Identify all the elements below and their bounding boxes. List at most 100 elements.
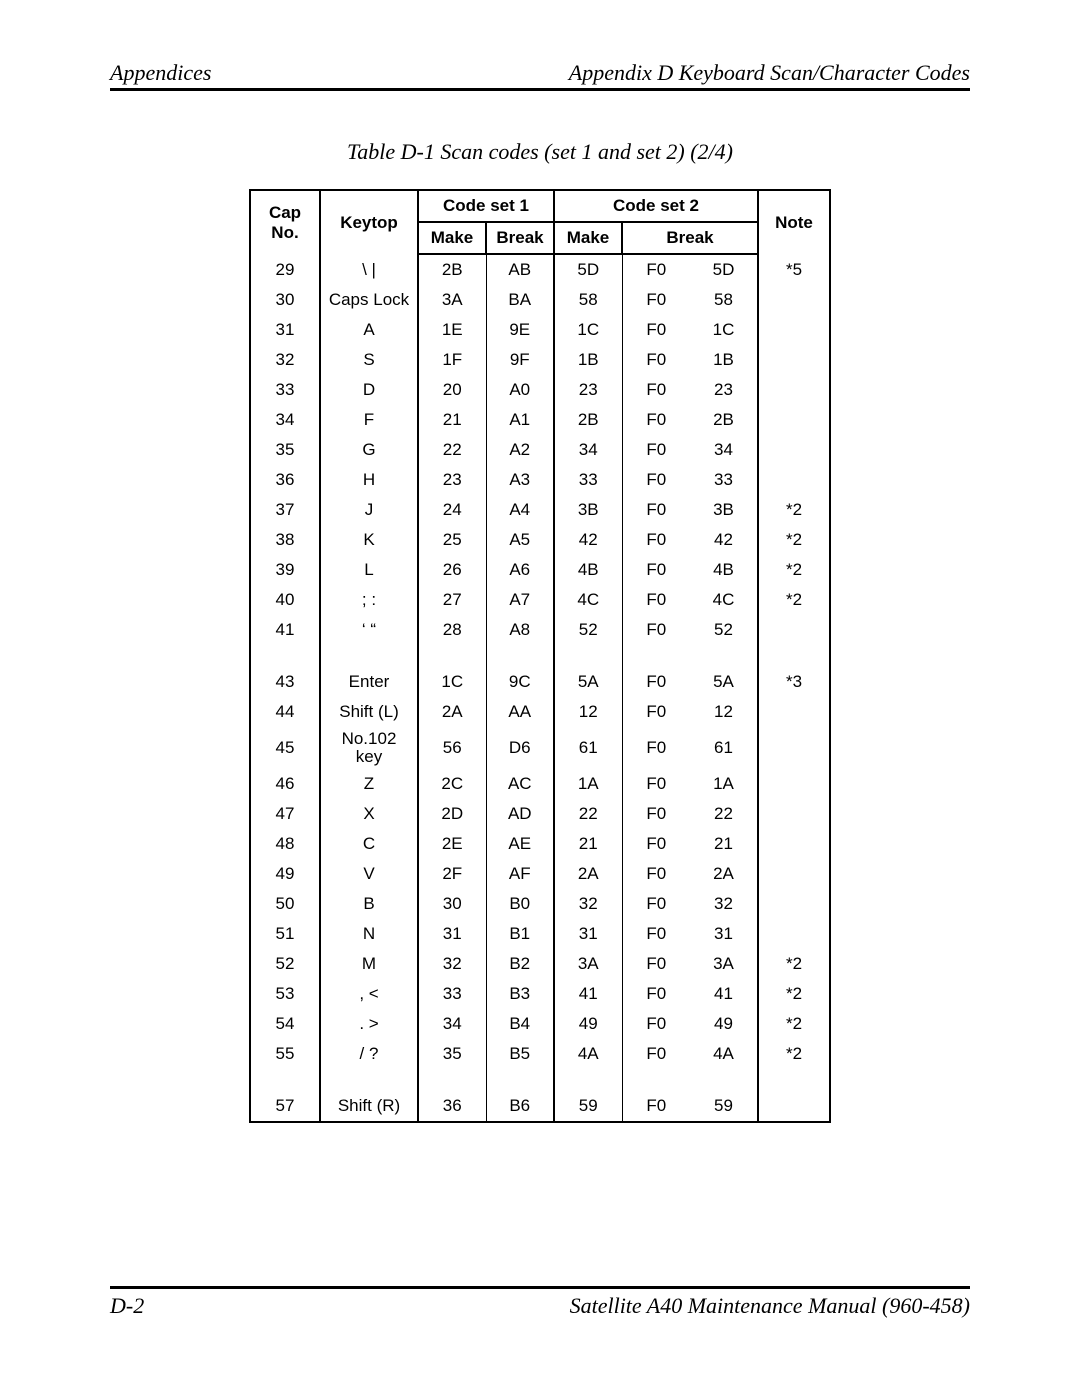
cell-b2b: 5D xyxy=(690,254,758,285)
cell-b2a: F0 xyxy=(622,375,690,405)
cell-b2b: 3B xyxy=(690,495,758,525)
cell-key: / ? xyxy=(320,1039,418,1069)
cell-b2a: F0 xyxy=(622,315,690,345)
cell-m2: 52 xyxy=(554,615,622,645)
table-row: 48C2EAE21F021 xyxy=(250,829,830,859)
cell-m1: 33 xyxy=(418,979,486,1009)
cell-cap: 44 xyxy=(250,697,320,727)
cell-cap: 48 xyxy=(250,829,320,859)
cell-key: G xyxy=(320,435,418,465)
cell-b1: A8 xyxy=(486,615,554,645)
table-row: 34F21A12BF02B xyxy=(250,405,830,435)
cell-cap: 57 xyxy=(250,1091,320,1122)
cell-cap: 40 xyxy=(250,585,320,615)
cell-note xyxy=(758,375,830,405)
cell-m1: 2D xyxy=(418,799,486,829)
cell-b1: 9C xyxy=(486,667,554,697)
cell-key: ‘ “ xyxy=(320,615,418,645)
cell-b2b: 33 xyxy=(690,465,758,495)
cell-note xyxy=(758,615,830,645)
cell-m2: 31 xyxy=(554,919,622,949)
cell-m2: 4B xyxy=(554,555,622,585)
cell-b1: B2 xyxy=(486,949,554,979)
table-row: 52M32B23AF03A*2 xyxy=(250,949,830,979)
cell-b2b: 3A xyxy=(690,949,758,979)
footer-left: D-2 xyxy=(110,1293,144,1319)
cell-note xyxy=(758,285,830,315)
cell-note xyxy=(758,799,830,829)
table-row: 55/ ?35B54AF04A*2 xyxy=(250,1039,830,1069)
cell-b2a: F0 xyxy=(622,979,690,1009)
col-set2: Code set 2 xyxy=(554,190,758,222)
cell-cap: 33 xyxy=(250,375,320,405)
cell-b2b: 12 xyxy=(690,697,758,727)
cell-note xyxy=(758,345,830,375)
cell-key: K xyxy=(320,525,418,555)
cell-b2a: F0 xyxy=(622,254,690,285)
cell-m2: 4A xyxy=(554,1039,622,1069)
table-caption: Table D-1 Scan codes (set 1 and set 2) (… xyxy=(110,139,970,165)
cell-cap: 55 xyxy=(250,1039,320,1069)
cell-cap: 30 xyxy=(250,285,320,315)
cell-m1: 2E xyxy=(418,829,486,859)
cell-m1: 26 xyxy=(418,555,486,585)
cell-b2a: F0 xyxy=(622,435,690,465)
cell-m2: 1B xyxy=(554,345,622,375)
cell-b2b: 22 xyxy=(690,799,758,829)
cell-m1: 2F xyxy=(418,859,486,889)
cell-note: *2 xyxy=(758,495,830,525)
cell-cap: 37 xyxy=(250,495,320,525)
col-cap: CapNo. xyxy=(250,190,320,254)
col-break1: Break xyxy=(486,222,554,254)
cell-m1: 32 xyxy=(418,949,486,979)
cell-b2a: F0 xyxy=(622,829,690,859)
cell-m1: 34 xyxy=(418,1009,486,1039)
cell-key: L xyxy=(320,555,418,585)
cell-b2b: 41 xyxy=(690,979,758,1009)
cell-b1: D6 xyxy=(486,727,554,769)
cell-note: *2 xyxy=(758,1039,830,1069)
cell-m1: 2A xyxy=(418,697,486,727)
cell-b2a: F0 xyxy=(622,727,690,769)
cell-cap: 35 xyxy=(250,435,320,465)
cell-b1: A4 xyxy=(486,495,554,525)
cell-cap: 38 xyxy=(250,525,320,555)
cell-m1: 22 xyxy=(418,435,486,465)
cell-m2: 59 xyxy=(554,1091,622,1122)
cell-cap: 39 xyxy=(250,555,320,585)
cell-cap: 51 xyxy=(250,919,320,949)
table-row: 36H23A333F033 xyxy=(250,465,830,495)
cell-key: Enter xyxy=(320,667,418,697)
cell-m1: 20 xyxy=(418,375,486,405)
table-row: 41‘ “28A852F052 xyxy=(250,615,830,645)
cell-m2: 5D xyxy=(554,254,622,285)
cell-b2a: F0 xyxy=(622,525,690,555)
table-row: 31A1E9E1CF01C xyxy=(250,315,830,345)
cell-b2b: 4C xyxy=(690,585,758,615)
cell-b1: B0 xyxy=(486,889,554,919)
cell-b1: B3 xyxy=(486,979,554,1009)
cell-m1: 28 xyxy=(418,615,486,645)
cell-b1: AE xyxy=(486,829,554,859)
cell-m2: 33 xyxy=(554,465,622,495)
table-row xyxy=(250,645,830,667)
table-row: 35G22A234F034 xyxy=(250,435,830,465)
footer-right: Satellite A40 Maintenance Manual (960-45… xyxy=(570,1293,970,1319)
table-row: 53, <33B341F041*2 xyxy=(250,979,830,1009)
cell-b2a: F0 xyxy=(622,1091,690,1122)
cell-b2b: 1A xyxy=(690,769,758,799)
cell-m1: 2C xyxy=(418,769,486,799)
cell-b2b: 59 xyxy=(690,1091,758,1122)
cell-b2a: F0 xyxy=(622,1039,690,1069)
cell-key: V xyxy=(320,859,418,889)
cell-b2b: 21 xyxy=(690,829,758,859)
cell-m2: 1C xyxy=(554,315,622,345)
cell-b2b: 5A xyxy=(690,667,758,697)
cell-note xyxy=(758,919,830,949)
cell-m2: 49 xyxy=(554,1009,622,1039)
cell-b1: B6 xyxy=(486,1091,554,1122)
table-row: 46Z2CAC1AF01A xyxy=(250,769,830,799)
cell-b2a: F0 xyxy=(622,555,690,585)
cell-key: D xyxy=(320,375,418,405)
cell-key: H xyxy=(320,465,418,495)
